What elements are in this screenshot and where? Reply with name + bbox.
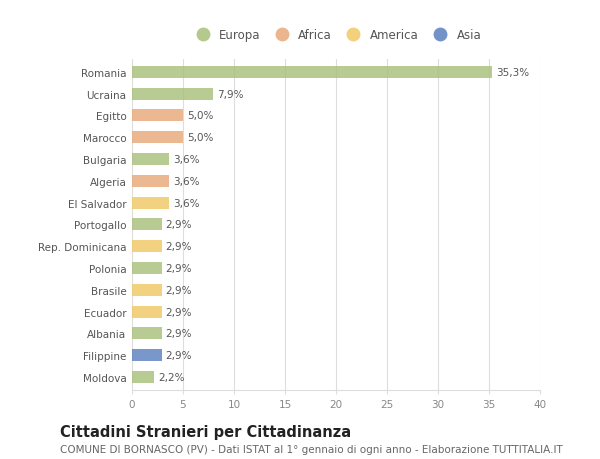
Bar (132, 284, 161, 296)
Text: COMUNE DI BORNASCO (PV) - Dati ISTAT al 1° gennaio di ogni anno - Elaborazione T: COMUNE DI BORNASCO (PV) - Dati ISTAT al … (60, 444, 563, 454)
Text: 2,9%: 2,9% (166, 285, 192, 295)
Text: Cittadini Stranieri per Cittadinanza: Cittadini Stranieri per Cittadinanza (60, 425, 351, 440)
Text: 5,0%: 5,0% (187, 133, 214, 143)
Bar (132, 349, 161, 361)
Text: 2,9%: 2,9% (166, 307, 192, 317)
Text: 2,2%: 2,2% (158, 372, 185, 382)
Text: 2,9%: 2,9% (166, 350, 192, 360)
Bar (132, 67, 492, 78)
Bar (132, 175, 169, 187)
Bar (132, 371, 154, 383)
Bar (132, 154, 169, 166)
Bar (132, 110, 183, 122)
Text: 2,9%: 2,9% (166, 241, 192, 252)
Bar (132, 328, 161, 340)
Text: 5,0%: 5,0% (187, 111, 214, 121)
Bar (132, 219, 161, 231)
Text: 35,3%: 35,3% (496, 68, 529, 78)
Bar (132, 306, 161, 318)
Bar (132, 89, 212, 101)
Bar (132, 263, 161, 274)
Text: 3,6%: 3,6% (173, 176, 199, 186)
Bar (132, 197, 169, 209)
Text: 2,9%: 2,9% (166, 329, 192, 339)
Text: 3,6%: 3,6% (173, 198, 199, 208)
Text: 3,6%: 3,6% (173, 155, 199, 165)
Text: 2,9%: 2,9% (166, 220, 192, 230)
Bar (132, 132, 183, 144)
Text: 7,9%: 7,9% (217, 90, 243, 100)
Bar (132, 241, 161, 252)
Legend: Europa, Africa, America, Asia: Europa, Africa, America, Asia (191, 29, 481, 42)
Text: 2,9%: 2,9% (166, 263, 192, 274)
